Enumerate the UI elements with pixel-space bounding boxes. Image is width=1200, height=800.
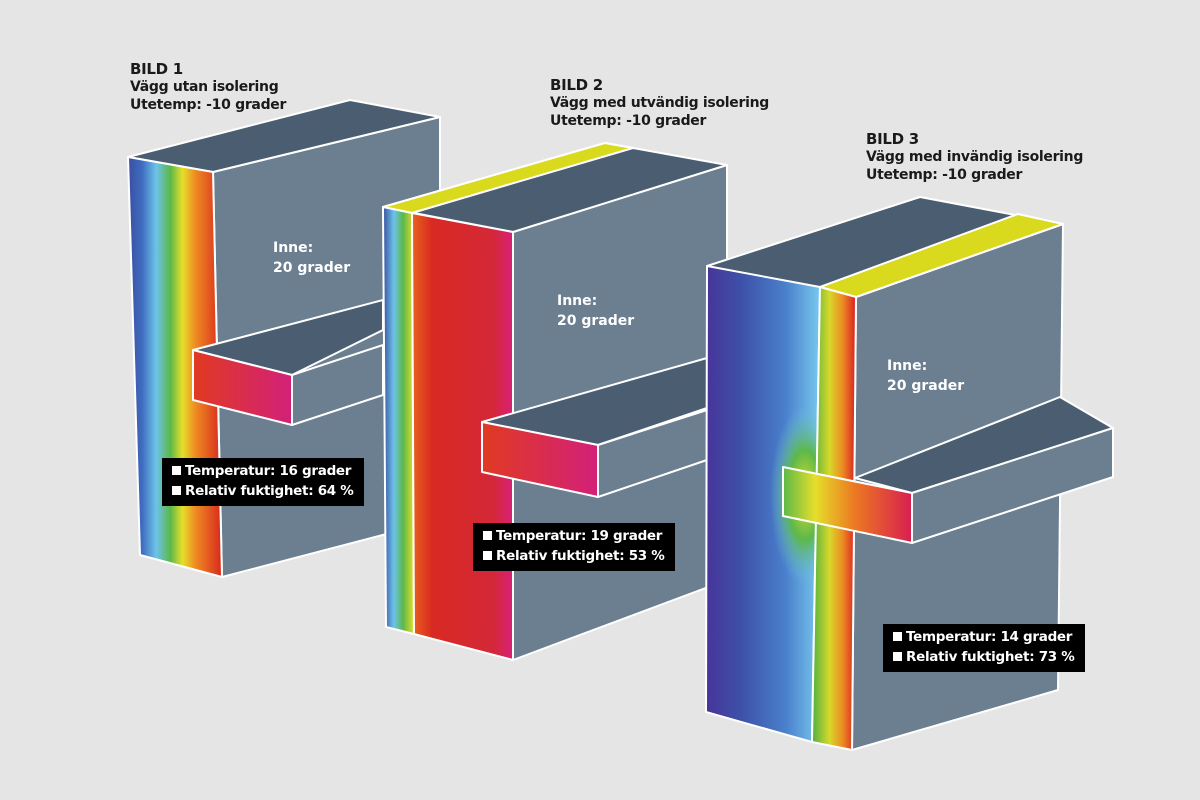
wall-block-3: [705, 196, 1114, 751]
panel-3-subtitle: Vägg med invändig isolering: [866, 149, 1084, 165]
panel-1-title: BILD 1 Vägg utan isolering Utetemp: -10 …: [130, 60, 286, 114]
beam-3-thermal-section: [782, 466, 913, 544]
panel-2-title: BILD 2 Vägg med utvändig isolering Utete…: [550, 76, 769, 130]
temperature-reading: Temperatur: 14 grader: [906, 629, 1073, 645]
temperature-reading: Temperatur: 16 grader: [185, 463, 352, 479]
beam-1-thermal-section: [192, 349, 293, 426]
bullet-square-icon: [893, 632, 902, 641]
panel-2-heading: BILD 2: [550, 76, 603, 94]
panel-3-indoor-label: Inne: 20 grader: [887, 356, 964, 396]
panel-3-heading: BILD 3: [866, 130, 919, 148]
humidity-reading: Relativ fuktighet: 64 %: [185, 483, 354, 499]
panel-1-info-box: Temperatur: 16 grader Relativ fuktighet:…: [162, 458, 364, 506]
indoor-temp: 20 grader: [557, 313, 635, 329]
panel-3-title: BILD 3 Vägg med invändig isolering Utete…: [866, 130, 1083, 184]
indoor-temp: 20 grader: [887, 378, 965, 394]
bullet-square-icon: [483, 551, 492, 560]
panel-1-outdoor-temp: Utetemp: -10 grader: [130, 97, 287, 113]
panel-2-subtitle: Vägg med utvändig isolering: [550, 95, 769, 111]
panel-1-subtitle: Vägg utan isolering: [130, 79, 279, 95]
bullet-square-icon: [172, 466, 181, 475]
humidity-reading: Relativ fuktighet: 73 %: [906, 649, 1075, 665]
panel-3-info-box: Temperatur: 14 grader Relativ fuktighet:…: [883, 624, 1085, 672]
wall-block-2: [382, 142, 728, 661]
panel-1-indoor-label: Inne: 20 grader: [273, 238, 350, 278]
panel-2-indoor-label: Inne: 20 grader: [557, 291, 634, 331]
bullet-square-icon: [483, 531, 492, 540]
indoor-temp: 20 grader: [273, 260, 351, 276]
panel-1-heading: BILD 1: [130, 60, 183, 78]
indoor-label: Inne:: [557, 293, 598, 309]
beam-2-thermal-section: [481, 421, 599, 498]
panel-2-outdoor-temp: Utetemp: -10 grader: [550, 113, 707, 129]
panel-2-info-box: Temperatur: 19 grader Relativ fuktighet:…: [473, 523, 675, 571]
humidity-reading: Relativ fuktighet: 53 %: [496, 548, 665, 564]
indoor-label: Inne:: [887, 358, 928, 374]
bullet-square-icon: [172, 486, 181, 495]
panel-3-outdoor-temp: Utetemp: -10 grader: [866, 167, 1023, 183]
temperature-reading: Temperatur: 19 grader: [496, 528, 663, 544]
bullet-square-icon: [893, 652, 902, 661]
indoor-label: Inne:: [273, 240, 314, 256]
wall-2-insulation-section: [382, 206, 415, 635]
